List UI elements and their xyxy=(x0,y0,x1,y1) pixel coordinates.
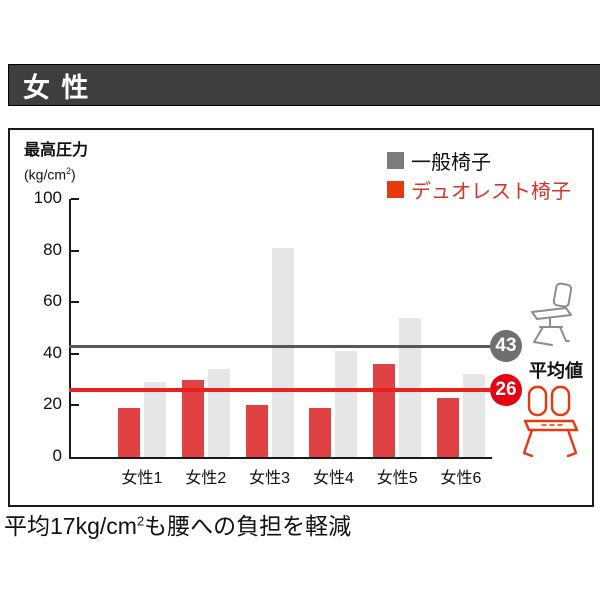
x-tick-label: 女性1 xyxy=(121,470,163,487)
bar-duorest xyxy=(373,364,396,457)
bar-general xyxy=(207,369,230,457)
gender-header-title: 女性 xyxy=(23,72,100,103)
caption-sup: 2 xyxy=(136,513,145,529)
y-tick-mark xyxy=(71,404,79,407)
legend-label-general: 一般椅子 xyxy=(411,151,491,174)
legend-item-general: 一般椅子 xyxy=(387,147,571,174)
legend-label-duorest: デュオレスト椅子 xyxy=(411,180,571,203)
y-axis-line xyxy=(69,199,71,459)
bar-general xyxy=(271,248,294,457)
x-tick-label: 女性2 xyxy=(185,470,227,487)
y-tick-label: 60 xyxy=(43,291,62,311)
plot-area: 0 20 40 60 80 100 女性1 女性2 女性3 女性4 女性5 女性6 xyxy=(10,130,592,505)
chart-panel: 最高圧力 (kg/cm2) 一般椅子 デュオレスト椅子 0 20 40 60 80 100… xyxy=(8,128,594,507)
bar-general xyxy=(335,351,358,457)
legend-swatch-duorest-icon xyxy=(387,180,404,198)
y-tick-label: 100 xyxy=(33,188,62,207)
bar-duorest xyxy=(309,408,332,457)
y-tick-label: 80 xyxy=(43,239,62,259)
y-tick-label: 0 xyxy=(52,446,62,465)
duorest-chair-icon xyxy=(522,385,579,458)
x-tick-label: 女性6 xyxy=(440,470,482,487)
y-tick-mark xyxy=(71,352,79,355)
bar-general xyxy=(463,374,485,457)
y-tick-mark xyxy=(71,301,79,304)
bar-duorest xyxy=(245,405,268,457)
bar-duorest xyxy=(437,398,459,457)
legend-swatch-general-icon xyxy=(387,151,404,169)
bar-general xyxy=(144,382,166,457)
average-value-label: 平均値 xyxy=(529,361,583,381)
y-tick-label: 20 xyxy=(43,394,62,414)
average-line-duorest xyxy=(69,388,490,392)
average-badge-general: 43 xyxy=(490,330,522,362)
average-badge-duorest: 26 xyxy=(490,374,522,406)
y-tick-label: 40 xyxy=(43,342,62,362)
caption-suffix: も腰への負担を軽減 xyxy=(144,513,352,539)
bar-general xyxy=(399,318,422,457)
y-tick-mark xyxy=(71,198,79,200)
legend: 一般椅子 デュオレスト椅子 xyxy=(387,147,571,205)
y-axis-title-text: 最高圧力 xyxy=(24,142,89,159)
caption-prefix: 平均17kg/cm xyxy=(4,513,137,539)
bar-duorest xyxy=(118,408,140,457)
general-chair-icon xyxy=(531,282,573,346)
x-tick-label: 女性4 xyxy=(312,470,354,487)
legend-item-duorest: デュオレスト椅子 xyxy=(387,176,571,203)
caption: 平均17kg/cm2も腰への負担を軽減 xyxy=(4,507,351,541)
y-axis-units: (kg/cm2) xyxy=(24,166,76,183)
x-axis-line xyxy=(69,457,492,459)
bar-duorest xyxy=(181,380,204,457)
y-tick-mark xyxy=(71,249,79,252)
x-tick-label: 女性3 xyxy=(249,470,291,487)
y-axis-title: 最高圧力 (kg/cm2) xyxy=(24,141,88,185)
average-line-general xyxy=(69,345,490,348)
gender-header-bar: 女性 xyxy=(8,64,600,106)
x-tick-label: 女性5 xyxy=(376,470,418,487)
